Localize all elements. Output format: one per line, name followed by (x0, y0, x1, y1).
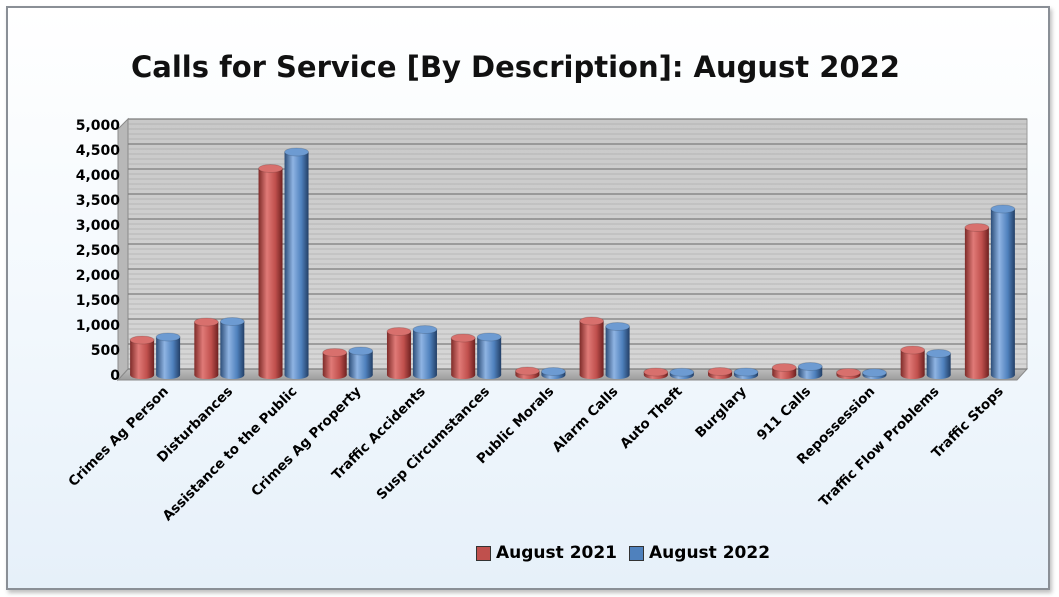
x-tick-label: Auto Theft (617, 383, 686, 452)
bar-2022-cap (733, 367, 759, 377)
legend-label-2021: August 2021 (496, 543, 618, 563)
x-tick-label: Susp Circumstances (373, 384, 493, 504)
y-tick-label: 4,000 (76, 168, 121, 184)
bar-2022 (605, 326, 630, 375)
bar-2021-base (258, 371, 283, 379)
bar-2021-base (900, 371, 925, 379)
bar-2021 (451, 338, 476, 375)
bar-2022-cap (861, 368, 887, 378)
x-tick-label: Crimes Ag Person (65, 384, 171, 490)
bar-2022-base (926, 371, 951, 379)
bar-2021-base (322, 371, 347, 379)
bar-2022 (156, 337, 181, 375)
bar-2021 (900, 350, 925, 375)
bar-2021-base (579, 371, 604, 379)
bar-2022-cap (669, 367, 695, 377)
bar-2022-base (412, 371, 437, 379)
x-tick-label: Traffic Flow Problems (816, 384, 943, 511)
bar-2022-cap (348, 346, 374, 356)
bar-2022-cap (219, 317, 245, 326)
bar-2021 (130, 340, 155, 375)
bar-2022-cap (155, 332, 181, 342)
bar-2022-cap (990, 204, 1016, 214)
plot-floor (116, 368, 1029, 381)
bar-2021 (964, 227, 989, 375)
bar-2021-cap (900, 345, 926, 355)
bar-2022-cap (476, 332, 502, 342)
bar-2022 (412, 329, 437, 375)
legend-swatch-2022 (629, 545, 645, 561)
bar-2021 (194, 322, 219, 375)
bar-2021 (258, 168, 283, 375)
y-tick-label: 2,000 (76, 268, 121, 284)
y-tick-label: 1,000 (76, 318, 121, 334)
y-tick-label: 0 (110, 368, 120, 384)
bar-2021-cap (835, 368, 861, 377)
bar-2022 (477, 337, 502, 375)
bar-2022 (220, 321, 245, 375)
bar-2021-cap (707, 367, 733, 376)
x-tick-label: Assistance to the Public (160, 384, 301, 525)
bar-2021-cap (579, 316, 605, 326)
y-tick-label: 1,500 (76, 293, 121, 309)
x-tick-label: Alarm Calls (549, 384, 621, 456)
bar-2021-cap (322, 348, 348, 357)
legend-swatch-2021 (476, 545, 491, 561)
bar-2022 (284, 152, 309, 375)
legend-item-2022: August 2022 (629, 543, 770, 563)
bar-2022-cap (797, 362, 823, 371)
y-tick-label: 5,000 (76, 118, 121, 134)
y-tick-label: 4,500 (76, 143, 121, 159)
legend: August 2021 August 2022 (476, 543, 776, 563)
y-tick-label: 500 (91, 343, 120, 359)
bar-2021-cap (771, 363, 797, 372)
bar-2022-base (798, 371, 823, 379)
bar-2022-cap (605, 322, 631, 331)
bar-2021-base (772, 371, 797, 379)
bar-2021-cap (386, 327, 412, 336)
bar-2021-cap (514, 366, 540, 376)
bar-2021 (322, 352, 347, 375)
bar-2022-base (348, 371, 373, 379)
bar-2021-base (130, 371, 155, 379)
bar-2021-base (451, 371, 476, 379)
bar-2021-cap (450, 333, 476, 343)
bar-2022 (798, 366, 823, 375)
bar-2022-cap (284, 147, 310, 157)
bar-2021-cap (258, 164, 284, 173)
bar-2021-base (194, 371, 219, 379)
bar-2022-cap (412, 325, 438, 334)
bar-2022 (926, 353, 951, 375)
bar-2022-base (990, 371, 1015, 379)
bar-2022-base (605, 371, 630, 379)
chart-title: Calls for Service [By Description]: Augu… (131, 50, 900, 84)
bar-2021-cap (643, 367, 669, 377)
bar-2021-cap (964, 223, 990, 232)
bar-2021 (579, 321, 604, 375)
bar-2022-base (284, 371, 309, 379)
y-tick-label: 2,500 (76, 243, 121, 259)
bar-2022 (990, 209, 1015, 375)
x-tick-label: Burglary (692, 383, 750, 441)
x-tick-label: Crimes Ag Property (248, 383, 364, 499)
bar-2022-cap (926, 349, 952, 358)
bar-2022-base (477, 371, 502, 379)
bar-2022-base (220, 371, 245, 379)
y-tick-label: 3,500 (76, 193, 121, 209)
bar-2021-cap (129, 335, 155, 345)
bar-2021 (386, 331, 411, 375)
bar-2021-base (386, 371, 411, 379)
legend-label-2022: August 2022 (649, 543, 771, 563)
y-tick-label: 3,000 (76, 218, 121, 234)
bar-2021-base (964, 371, 989, 379)
legend-item-2021: August 2021 (476, 543, 617, 563)
bar-2022-base (156, 371, 181, 379)
bar-2022-cap (540, 367, 566, 376)
x-tick-label: 911 Calls (754, 384, 814, 444)
bar-2021-cap (193, 317, 219, 327)
